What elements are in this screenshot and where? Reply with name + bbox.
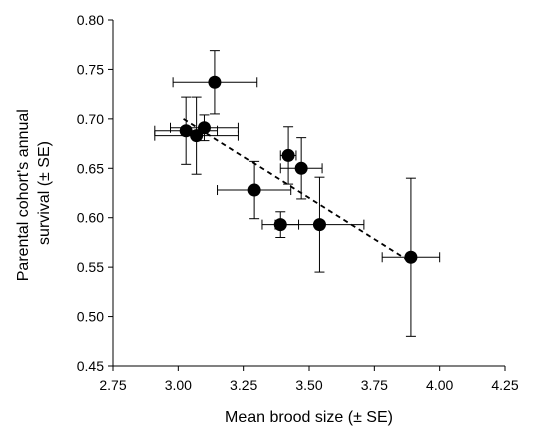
data-point [179, 124, 193, 138]
data-point [281, 148, 295, 162]
x-tick-label: 3.50 [295, 377, 322, 393]
y-tick-label: 0.80 [77, 12, 104, 28]
data-point [294, 161, 308, 175]
axes [108, 19, 506, 371]
data-point [404, 250, 418, 264]
x-tick-label: 3.75 [361, 377, 388, 393]
y-tick-label: 0.50 [77, 309, 104, 325]
y-axis-title: Parental cohort's annual survival (± SE) [15, 105, 53, 282]
data-point [273, 218, 287, 232]
tick-labels: 0.45 0.50 0.55 0.60 0.65 0.70 0.75 0.80 2.75 3.00… [77, 12, 519, 393]
x-tick-label: 4.00 [426, 377, 453, 393]
x-tick-label: 3.00 [165, 377, 192, 393]
y-axis-title-line-1: Parental cohort's annual [15, 109, 32, 281]
data-point [208, 75, 222, 89]
data-point [190, 129, 204, 143]
x-tick-label: 3.25 [230, 377, 257, 393]
x-tick-label: 2.75 [99, 377, 126, 393]
points-layer [179, 75, 418, 264]
errorbar-layer [154, 50, 441, 337]
x-axis-title: Mean brood size (± SE) [225, 409, 393, 426]
data-point [312, 218, 326, 232]
y-tick-label: 0.60 [77, 210, 104, 226]
y-tick-label: 0.65 [77, 160, 104, 176]
y-tick-label: 0.70 [77, 111, 104, 127]
x-tick-label: 4.25 [491, 377, 518, 393]
y-tick-label: 0.75 [77, 61, 104, 77]
y-tick-label: 0.45 [77, 358, 104, 374]
y-axis-title-line-2: survival (± SE) [36, 141, 53, 245]
data-point [247, 183, 261, 197]
y-tick-label: 0.55 [77, 259, 104, 275]
data-point [197, 121, 211, 135]
